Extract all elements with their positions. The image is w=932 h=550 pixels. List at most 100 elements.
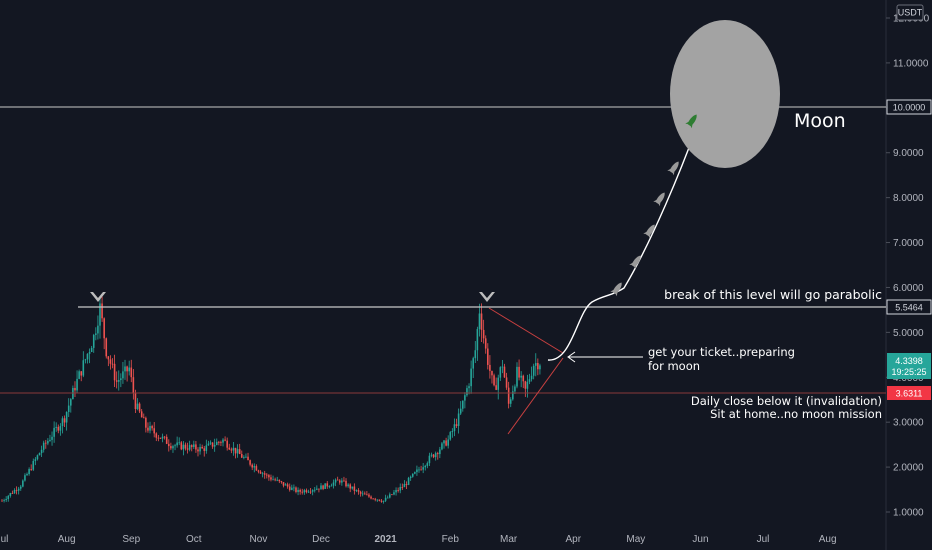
candle-down (524, 381, 527, 389)
candle-up (441, 443, 443, 450)
candle-series (1, 295, 541, 504)
candle-up (532, 365, 535, 376)
candle-up (530, 375, 533, 380)
candle-up (17, 488, 20, 491)
candle-down (226, 440, 228, 448)
candle-down (265, 474, 268, 476)
candle-down (378, 499, 381, 501)
candle-down (374, 498, 377, 500)
candle-down (278, 479, 281, 482)
y-tick-label: 6.0000 (893, 283, 924, 294)
candle-down (134, 392, 137, 410)
currency-badge[interactable]: USDT (896, 4, 924, 21)
peak-marker-icon (479, 292, 495, 302)
candle-up (188, 445, 191, 450)
candle-up (172, 446, 174, 449)
candle-up (407, 477, 410, 485)
candle-up (38, 453, 41, 456)
candle-down (503, 366, 506, 378)
currency-badge-box[interactable] (896, 4, 924, 21)
candle-up (330, 485, 333, 487)
peak-marker-icon (90, 292, 106, 302)
candle-down (234, 447, 237, 454)
currency-badge-label[interactable]: USDT (898, 8, 923, 18)
candle-down (111, 363, 114, 365)
candle-up (422, 467, 424, 470)
candle-up (120, 378, 122, 381)
candle-down (130, 367, 133, 378)
candle-up (272, 479, 274, 481)
candle-down (370, 496, 372, 499)
candle-down (57, 426, 60, 431)
candle-down (326, 483, 329, 487)
candle-down (336, 479, 339, 481)
target-price-tag: 10.0000 (886, 99, 932, 115)
candle-down (484, 338, 487, 349)
candle-up (22, 480, 24, 487)
x-tick-label: Feb (442, 534, 460, 545)
candle-up (324, 483, 326, 489)
candle-up (161, 436, 164, 439)
triangle-pattern (488, 307, 564, 435)
candle-up (334, 479, 337, 483)
candle-up (82, 360, 85, 376)
y-tick-label: 7.0000 (893, 238, 924, 249)
candle-down (432, 454, 435, 458)
rocket-fin (685, 121, 693, 129)
candle-down (482, 329, 485, 339)
candle-down (259, 471, 262, 474)
moon-label: Moon (794, 110, 846, 132)
candle-up (182, 444, 185, 450)
candle-up (526, 381, 529, 389)
candle-down (489, 364, 491, 371)
candle-down (495, 385, 497, 390)
candle-up (355, 490, 358, 491)
candle-up (236, 449, 239, 454)
candle-up (174, 445, 176, 447)
candle-down (184, 444, 187, 449)
candle-up (409, 476, 412, 478)
candle-down (201, 446, 203, 449)
candle-up (5, 499, 7, 501)
candle-up (36, 455, 39, 460)
candle-up (476, 329, 479, 351)
candle-down (190, 445, 193, 447)
candle-down (345, 480, 347, 487)
candle-up (399, 486, 402, 491)
candle-down (363, 493, 366, 495)
current-tag-box (887, 353, 931, 379)
x-tick-label: Oct (186, 534, 202, 545)
candle-down (255, 466, 258, 471)
candle-down (113, 363, 116, 381)
candle-up (341, 480, 343, 483)
current-price-label: 4.3398 (895, 356, 923, 366)
candle-up (449, 432, 452, 440)
candle-up (122, 371, 124, 379)
candle-down (157, 437, 160, 439)
candle-up (19, 486, 22, 489)
candle-down (366, 494, 368, 496)
candle-up (124, 366, 126, 372)
candle-down (343, 480, 345, 482)
candle-up (193, 444, 195, 447)
candle-down (299, 489, 301, 492)
rocket-body (631, 255, 641, 268)
candle-down (195, 444, 197, 450)
candle-down (197, 449, 199, 452)
rocket-fin (610, 289, 618, 297)
candle-down (286, 484, 289, 487)
candle-down (357, 490, 360, 492)
candle-up (539, 365, 541, 370)
x-tick-labels: Jul Aug Sep Oct Nov Dec 2021 Feb Mar Apr May Jun Jul… (0, 534, 837, 545)
rocket-body (669, 161, 679, 174)
candle-down (186, 448, 189, 450)
y-tick-label: 11.0000 (893, 58, 929, 69)
candle-down (132, 377, 135, 393)
candle-down (105, 338, 108, 357)
candle-up (447, 439, 449, 446)
candle-up (311, 490, 314, 492)
candle-up (434, 453, 437, 458)
rocket-icon (685, 114, 697, 129)
candle-up (78, 371, 80, 379)
candle-up (284, 484, 287, 486)
